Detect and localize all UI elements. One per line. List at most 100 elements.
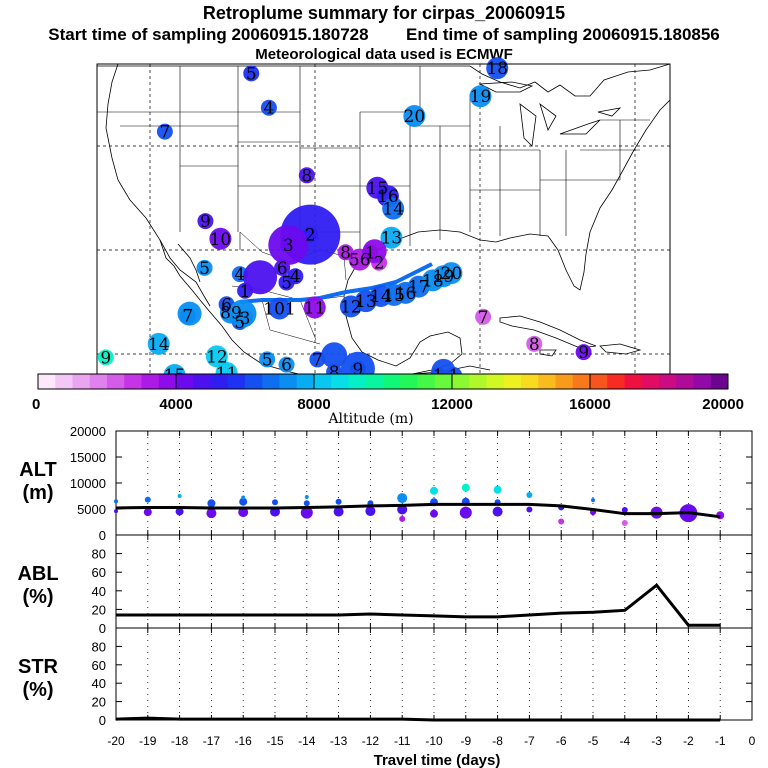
y-tick-label: 20 (92, 602, 106, 617)
y-tick-label: 40 (92, 584, 106, 599)
mexico-east-coastline (343, 295, 463, 374)
trajectory-day-label: 11 (304, 298, 326, 318)
colorbar-cell (176, 374, 194, 389)
altitude-point (177, 494, 182, 498)
mean-altitude-line (115, 502, 721, 519)
y-tick-label: 5000 (77, 502, 106, 517)
y-axis-title: (%) (22, 679, 53, 701)
trajectory-day-label: 20 (404, 107, 426, 127)
colorbar-cell (434, 374, 453, 389)
trajectory-day-label: 14 (370, 287, 392, 307)
trajectory-day-label: 9 (578, 343, 589, 363)
y-tick-label: 15000 (70, 450, 106, 465)
panel-frame (115, 534, 753, 629)
x-tick-label: -13 (330, 734, 348, 748)
altitude-point (493, 485, 502, 494)
trajectory-day-label: 5 (281, 273, 292, 293)
colorbar-cell (158, 374, 177, 389)
trajectory-day-label: 3 (240, 309, 251, 329)
colorbar-cell (503, 374, 522, 389)
trajectory-day-label: 1 (240, 282, 251, 302)
abl-line (116, 583, 721, 627)
y-tick-label: 60 (92, 658, 106, 673)
trajectory-day-label: 7 (312, 350, 323, 370)
pacific-coastline (105, 64, 301, 374)
trajectory-day-label: 1 (365, 243, 376, 263)
colorbar-cell (383, 374, 401, 389)
altitude-point (430, 486, 438, 495)
x-tick-label: -16 (235, 734, 253, 748)
panel-frame (115, 627, 753, 721)
plume-marker (197, 213, 214, 230)
colorbar-cell (417, 374, 436, 389)
map-markers (97, 57, 592, 387)
trajectory-day-label: 14 (382, 200, 404, 220)
colorbar-cell (55, 374, 73, 389)
x-tick-label: -9 (460, 734, 471, 748)
y-axis-title: (m) (22, 482, 53, 504)
colorbar-cell (365, 374, 384, 389)
y-axis-title: (%) (22, 586, 53, 608)
colorbar-cell (641, 374, 660, 389)
trajectory-day-label: 8 (340, 243, 351, 263)
colorbar-tick-label: 4000 (159, 396, 192, 413)
colorbar-cell (296, 374, 315, 389)
colorbar-cell (314, 374, 332, 389)
colorbar-ticks: 0 4000 8000 12000 16000 20000 (32, 374, 744, 413)
y-axis-title: ALT (19, 459, 56, 481)
x-tick-label: -12 (362, 734, 380, 748)
met-data-label: Meteorological data used is ECMWF (255, 46, 513, 63)
colorbar-cell (521, 374, 539, 389)
plume-blob (321, 342, 348, 369)
y-tick-label: 80 (92, 639, 106, 654)
trajectory-day-label: 7 (159, 123, 170, 143)
y-tick-label: 0 (99, 621, 106, 636)
plume-blob (362, 239, 387, 264)
panel-str: 0 20 40 60 80 STR(%) (18, 627, 753, 728)
altitude-point (492, 506, 503, 517)
altitude-point (621, 507, 628, 514)
str-line (115, 716, 721, 722)
trajectory-day-label: 15 (383, 286, 405, 306)
figure-title: Retroplume summary for cirpas_20060915 (202, 3, 566, 23)
plume-marker (156, 123, 173, 140)
plume-marker (486, 57, 509, 80)
colorbar-cell (245, 374, 263, 389)
altitude-point (461, 483, 470, 492)
plume-marker (259, 351, 276, 368)
colorbar-cell (710, 374, 729, 389)
plume-marker (403, 105, 426, 128)
y-tick-label: 60 (92, 565, 106, 580)
altitude-point (397, 504, 408, 515)
colorbar-cell (590, 374, 608, 389)
x-tick-label: -14 (298, 734, 316, 748)
trajectory-day-label: 4 (290, 267, 301, 287)
colorbar-cell (262, 374, 280, 389)
trajectory-day-label: 18 (486, 59, 508, 79)
x-tick-label: -3 (651, 734, 662, 748)
trajectory-day-label: 4 (234, 265, 245, 285)
colorbar-tick-label: 0 (32, 396, 40, 413)
altitude-point (459, 506, 472, 519)
colorbar-cell (38, 374, 56, 389)
trajectory-day-label: 5 (234, 313, 245, 333)
plume-blob (243, 260, 278, 295)
trajectory-day-label: 14 (148, 335, 170, 355)
trajectory-day-label: 16 (377, 187, 399, 207)
colorbar-cell (572, 374, 591, 389)
plume-marker (380, 226, 403, 249)
plume-marker (243, 65, 260, 82)
us-canada-border (97, 64, 670, 97)
altitude-point (300, 506, 313, 519)
plume-marker (469, 85, 492, 108)
colorbar-cell (486, 374, 505, 389)
plume-marker (303, 296, 326, 319)
trajectory-day-label: 13 (381, 229, 403, 249)
plume-marker (97, 349, 114, 366)
x-tick-label: -15 (266, 734, 284, 748)
colorbar-cell (107, 374, 125, 389)
trajectory-day-label: 7 (478, 308, 489, 328)
colorbar-cell (141, 374, 160, 389)
y-tick-label: 10000 (70, 476, 106, 491)
